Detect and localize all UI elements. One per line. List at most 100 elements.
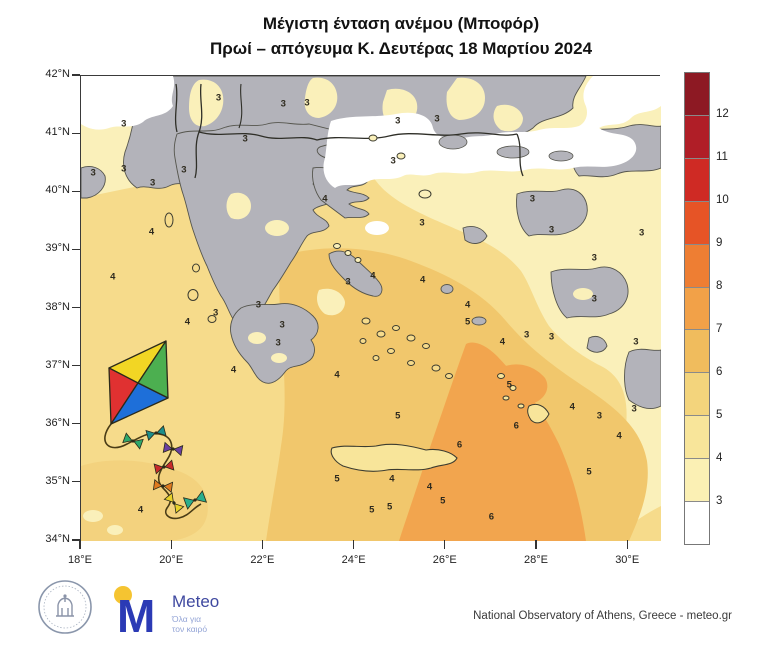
pale-speck-sw bbox=[83, 510, 103, 522]
lon-tick bbox=[170, 540, 172, 549]
peninsula-marmara bbox=[496, 145, 530, 159]
wind-value: 3 bbox=[523, 329, 530, 341]
colorbar-segment bbox=[685, 73, 709, 115]
land-pale-patch bbox=[271, 353, 287, 363]
lat-tick bbox=[72, 539, 80, 541]
colorbar-label: 6 bbox=[716, 366, 723, 378]
wind-value: 3 bbox=[529, 193, 536, 205]
colorbar-segment bbox=[685, 286, 709, 330]
wind-value: 4 bbox=[322, 193, 328, 205]
colorbar-label: 12 bbox=[716, 108, 729, 120]
wind-value: 5 bbox=[586, 466, 592, 478]
lat-tick bbox=[72, 190, 80, 192]
meteo-logo-m: M bbox=[117, 590, 155, 638]
meteo-logo-tagline2: τον καιρό bbox=[172, 624, 207, 634]
wind-value: 4 bbox=[137, 504, 144, 516]
wind-value: 3 bbox=[90, 167, 96, 179]
wind-value: 4 bbox=[334, 369, 340, 381]
wind-value: 3 bbox=[631, 403, 637, 415]
islands-north-aegean bbox=[333, 134, 432, 263]
noa-seal-logo bbox=[38, 580, 92, 634]
wind-value: 6 bbox=[513, 420, 519, 432]
credit-text: National Observatory of Athens, Greece -… bbox=[473, 610, 732, 622]
land-pale-patch bbox=[317, 288, 345, 316]
lon-tick bbox=[261, 540, 263, 549]
lat-label: 36°N bbox=[45, 416, 70, 429]
wind-value: 4 bbox=[230, 364, 237, 376]
border-greece-north bbox=[198, 131, 518, 141]
wind-value: 4 bbox=[148, 226, 155, 238]
meteo-logo-name: Meteo bbox=[172, 592, 219, 611]
pale-speck-sw2 bbox=[107, 525, 123, 535]
lat-label: 39°N bbox=[45, 242, 70, 255]
land-turkey-south bbox=[624, 348, 661, 409]
wind-value: 3 bbox=[280, 98, 286, 110]
wind-value: 3 bbox=[591, 293, 597, 305]
wind-value: 4 bbox=[419, 274, 426, 286]
wind-value: 4 bbox=[569, 401, 575, 413]
lat-tick bbox=[72, 365, 80, 367]
wind-value: 3 bbox=[255, 299, 262, 311]
lon-label: 18°E bbox=[68, 554, 92, 566]
land-turkey-coast bbox=[586, 335, 608, 353]
colorbar-label: 9 bbox=[716, 237, 723, 249]
wind-value: 3 bbox=[150, 177, 156, 189]
colorbar-segment bbox=[685, 372, 709, 416]
colorbar-label: 10 bbox=[716, 194, 729, 206]
land-pale-patch bbox=[304, 77, 338, 118]
border-macedonia bbox=[238, 83, 243, 129]
wind-value: 3 bbox=[639, 227, 645, 239]
wind-value: 5 bbox=[440, 495, 446, 507]
kite-tail-bows bbox=[122, 425, 208, 514]
border-albania bbox=[174, 83, 178, 133]
kite-tail bbox=[104, 423, 202, 520]
wind-value: 3 bbox=[121, 163, 127, 175]
calm-region-marmara bbox=[323, 76, 661, 188]
wind-value: 6 bbox=[488, 511, 495, 523]
lat-tick bbox=[72, 306, 80, 309]
islands-cyclades bbox=[359, 317, 453, 379]
land-italy-heel bbox=[81, 165, 106, 199]
land-pale-patch bbox=[265, 220, 289, 236]
colorbar-label: 11 bbox=[716, 151, 728, 163]
wind-value: 5 bbox=[395, 410, 401, 422]
gold-region-sw bbox=[81, 460, 208, 541]
colorbar-segment bbox=[685, 157, 709, 201]
lat-tick bbox=[72, 248, 80, 250]
wind-value: 4 bbox=[616, 430, 622, 442]
map-art bbox=[81, 76, 661, 541]
land-turkey-west1 bbox=[516, 188, 588, 237]
wind-value: 3 bbox=[591, 252, 597, 264]
beaufort-colorbar bbox=[684, 72, 710, 545]
land-pale-patch bbox=[493, 104, 523, 132]
land-pale-patch bbox=[573, 288, 593, 300]
wind-value: 3 bbox=[596, 410, 603, 422]
kite-body bbox=[108, 340, 169, 425]
wind-value: 3 bbox=[215, 92, 222, 104]
islands-dodecanese bbox=[497, 373, 525, 409]
colorbar-segment bbox=[685, 243, 709, 287]
wind-value: 4 bbox=[465, 299, 471, 311]
wind-value: 3 bbox=[304, 97, 310, 109]
colorbar-label: 4 bbox=[716, 452, 723, 464]
land-pale-patch bbox=[226, 192, 251, 220]
wind-value: 4 bbox=[110, 271, 116, 283]
lon-label: 28°E bbox=[524, 554, 548, 566]
wind-value: 3 bbox=[395, 115, 401, 127]
lat-label: 42°N bbox=[45, 68, 70, 80]
colorbar-segment bbox=[685, 200, 709, 244]
title-line1: Μέγιστη ένταση ανέμου (Μποφόρ) bbox=[262, 14, 540, 33]
wind-value: 3 bbox=[181, 164, 187, 176]
wind-value: 5 bbox=[334, 473, 340, 485]
lon-label: 22°E bbox=[250, 554, 275, 566]
lat-label: 41°N bbox=[45, 126, 70, 139]
colorbar-segment bbox=[685, 501, 709, 544]
wind-value: 3 bbox=[548, 224, 555, 236]
lon-label: 24°E bbox=[341, 554, 366, 566]
colorbar-label: 8 bbox=[716, 280, 723, 292]
wind-value: 6 bbox=[456, 439, 463, 451]
wind-value: 3 bbox=[275, 337, 281, 349]
lon-label: 30°E bbox=[615, 554, 640, 566]
